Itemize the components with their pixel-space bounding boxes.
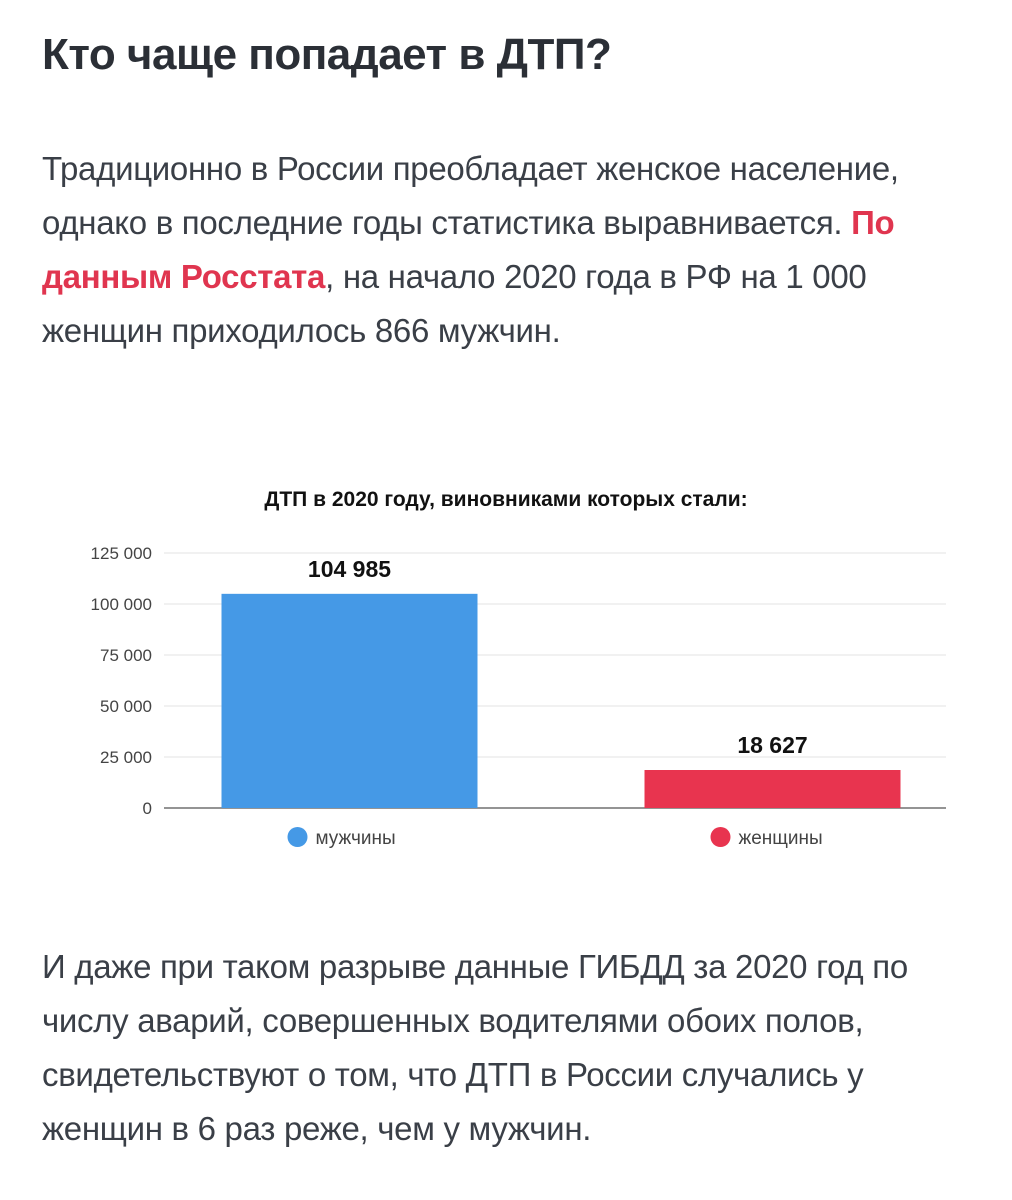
y-tick-label: 25 000 (100, 748, 152, 767)
y-tick-label: 0 (143, 799, 152, 818)
bar-мужчины (221, 593, 478, 808)
accidents-chart: ДТП в 2020 году, виновниками которых ста… (30, 470, 982, 870)
y-tick-label: 50 000 (100, 697, 152, 716)
bar-chart-svg: ДТП в 2020 году, виновниками которых ста… (91, 488, 946, 849)
rosstat-link[interactable]: По данным Росстата (42, 204, 895, 295)
conclusion-paragraph: И даже при таком разрыве данные ГИБДД за… (42, 948, 908, 1147)
legend-label: мужчины (316, 828, 396, 849)
chart-title: ДТП в 2020 году, виновниками которых ста… (264, 488, 747, 511)
intro-text-end: , на начало 2020 года в РФ на 1 000 женщ… (42, 258, 867, 349)
y-tick-label: 125 000 (91, 544, 152, 563)
intro-paragraph: Традиционно в России преобладает женское… (42, 142, 977, 358)
y-tick-label: 75 000 (100, 646, 152, 665)
bar-женщины (644, 770, 901, 808)
intro-text-start: Традиционно в России преобладает женское… (42, 150, 899, 241)
y-tick-label: 100 000 (91, 595, 152, 614)
legend-marker (710, 827, 731, 847)
legend-label: женщины (739, 828, 823, 849)
article-heading: Кто чаще попадает в ДТП? (42, 30, 612, 79)
data-label: 18 627 (737, 732, 807, 758)
data-label: 104 985 (308, 556, 391, 582)
legend-marker (287, 827, 308, 847)
